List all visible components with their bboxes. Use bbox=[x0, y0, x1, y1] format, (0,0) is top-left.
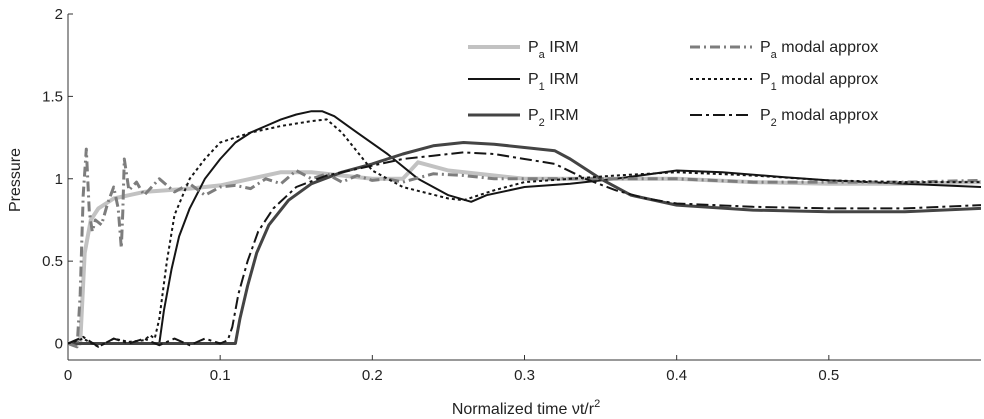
legend-label-pa-modal-approx: Pa modal approx bbox=[760, 39, 878, 61]
y-tick-label: 1.5 bbox=[42, 88, 63, 105]
series-line-pa-modal-approx bbox=[68, 147, 981, 349]
series-layer bbox=[68, 110, 981, 349]
legend-label-p2-modal-approx: P2 modal approx bbox=[760, 107, 878, 129]
axes: 0 0.1 0.2 0.3 0.4 0.5 0 0.5 1 1.5 2 bbox=[42, 6, 981, 384]
legend-label-pa-irm: Pa IRM bbox=[528, 39, 579, 61]
series-line-p2-modal-approx bbox=[68, 151, 981, 348]
series-line-pa-irm bbox=[68, 160, 981, 346]
y-tick-label: 0.5 bbox=[42, 253, 63, 270]
series-line-p1-irm bbox=[68, 110, 981, 345]
series-line-p2-irm bbox=[68, 141, 981, 345]
y-tick-label: 2 bbox=[55, 6, 63, 23]
legend-label-p1-irm: P1 IRM bbox=[528, 71, 579, 93]
x-tick-label: 0.4 bbox=[666, 367, 687, 384]
x-tick-label: 0.1 bbox=[210, 367, 231, 384]
legend-label-p2-irm: P2 IRM bbox=[528, 107, 579, 129]
y-axis-label: Pressure bbox=[7, 148, 24, 212]
x-tick-label: 0.2 bbox=[362, 367, 383, 384]
y-tick-label: 1 bbox=[55, 171, 63, 188]
x-tick-label: 0.3 bbox=[514, 367, 535, 384]
legend-label-p1-modal-approx: P1 modal approx bbox=[760, 71, 878, 93]
series-line-p1-modal-approx bbox=[68, 118, 981, 348]
x-axis-label: Normalized time νt/r2 bbox=[452, 398, 600, 418]
legend: Pa IRM P1 IRM P2 IRM Pa modal approx P1 moda… bbox=[468, 39, 878, 129]
x-tick-label: 0.5 bbox=[818, 367, 839, 384]
x-tick-label: 0 bbox=[64, 367, 72, 384]
y-tick-label: 0 bbox=[55, 336, 63, 353]
